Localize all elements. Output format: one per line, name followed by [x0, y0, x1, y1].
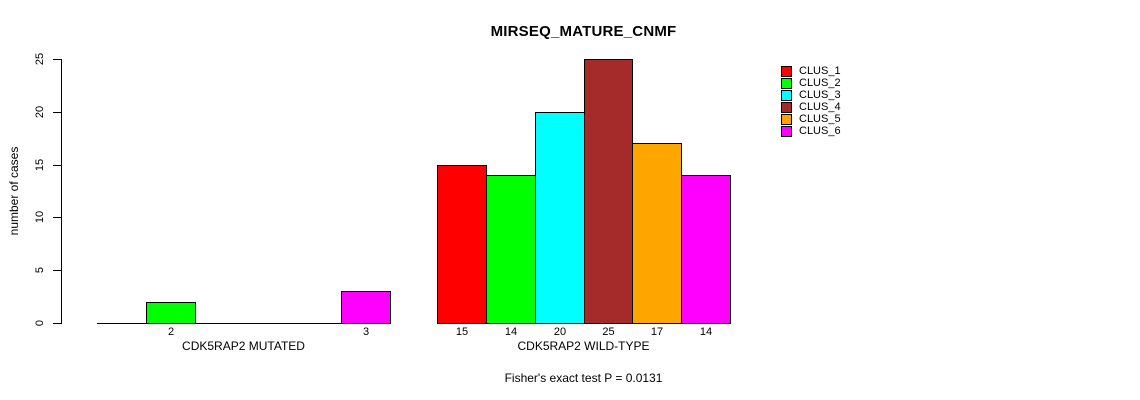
y-axis-tick-label: 0 [34, 319, 46, 327]
y-axis-tick-label: 20 [34, 105, 46, 119]
legend-swatch-icon [781, 66, 792, 77]
legend-item-clus_6: CLUS_6 [781, 126, 841, 137]
legend-swatch-icon [781, 126, 792, 137]
bar-value-label: 20 [553, 326, 567, 338]
legend-swatch-icon [781, 114, 792, 125]
x-group-label-wildtype: CDK5RAP2 WILD-TYPE [517, 339, 650, 353]
legend-item-clus_2: CLUS_2 [781, 78, 841, 89]
legend-item-clus_1: CLUS_1 [781, 66, 841, 77]
legend-label: CLUS_3 [799, 89, 841, 101]
y-axis-tick [53, 217, 61, 218]
legend-label: CLUS_5 [799, 113, 841, 125]
y-axis-tick [53, 59, 61, 60]
fisher-test-annotation: Fisher's exact test P = 0.0131 [504, 371, 663, 385]
y-axis-tick [53, 323, 61, 324]
y-axis-tick-label: 25 [34, 52, 46, 66]
legend-label: CLUS_2 [799, 77, 841, 89]
y-axis-tick [53, 165, 61, 166]
bar-clus_3 [535, 112, 585, 324]
legend: CLUS_1 CLUS_2 CLUS_3 CLUS_4 CLUS_5 CLUS_6 [781, 66, 841, 138]
y-axis-tick [53, 112, 61, 113]
y-axis-tick-label: 5 [34, 266, 46, 274]
bar-value-label: 3 [362, 326, 370, 338]
legend-swatch-icon [781, 102, 792, 113]
y-axis-tick-label: 10 [34, 210, 46, 224]
legend-item-clus_4: CLUS_4 [781, 102, 841, 113]
chart-title: MIRSEQ_MATURE_CNMF [490, 23, 677, 40]
bar-value-label: 14 [699, 326, 713, 338]
y-axis-tick-label: 15 [34, 158, 46, 172]
legend-item-clus_3: CLUS_3 [781, 90, 841, 101]
x-group-label-mutated: CDK5RAP2 MUTATED [182, 339, 305, 353]
y-axis-tick [53, 270, 61, 271]
bar-clus_2 [146, 302, 196, 324]
legend-swatch-icon [781, 90, 792, 101]
bar-clus_6 [681, 175, 731, 324]
y-axis-title: number of cases [7, 146, 21, 236]
bar-value-label: 25 [602, 326, 615, 338]
bar-clus_1 [437, 165, 487, 324]
bar-value-label: 2 [167, 326, 175, 338]
bar-value-label: 14 [504, 326, 518, 338]
legend-label: CLUS_4 [799, 101, 841, 113]
legend-label: CLUS_1 [799, 65, 841, 77]
bar-value-label: 15 [455, 326, 469, 338]
bar-clus_5 [632, 143, 682, 324]
legend-swatch-icon [781, 78, 792, 89]
group-baseline [97, 323, 391, 324]
bar-clus_2 [486, 175, 536, 324]
legend-item-clus_5: CLUS_5 [781, 114, 841, 125]
bar-clus_4 [584, 59, 633, 324]
bar-value-label: 17 [650, 326, 664, 338]
y-axis-line [61, 59, 62, 324]
bar-clus_6 [341, 291, 391, 324]
legend-label: CLUS_6 [799, 125, 841, 137]
